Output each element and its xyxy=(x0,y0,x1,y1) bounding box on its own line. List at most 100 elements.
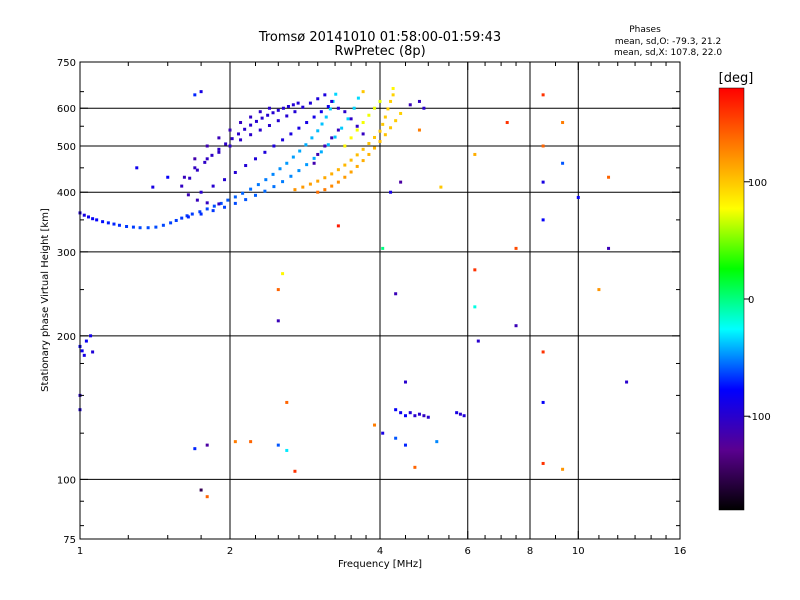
scatter-point xyxy=(285,448,289,452)
scatter-point xyxy=(253,193,257,197)
scatter-point xyxy=(89,334,93,338)
scatter-point xyxy=(86,215,90,219)
scatter-point xyxy=(561,467,565,471)
scatter-point xyxy=(267,106,271,110)
scatter-point xyxy=(291,155,295,159)
scatter-point xyxy=(112,222,116,226)
scatter-point xyxy=(505,121,509,125)
scatter-point xyxy=(391,93,395,97)
x-tick-label: 6 xyxy=(465,546,471,557)
scatter-point xyxy=(403,380,407,384)
scatter-point xyxy=(316,179,320,183)
scatter-point xyxy=(361,147,365,151)
colorbar-ticks: -100 0 100 xyxy=(744,178,771,423)
y-tick-label: 75 xyxy=(63,535,76,546)
scatter-point xyxy=(212,204,216,208)
scatter-point xyxy=(389,190,393,194)
scatter-point xyxy=(249,187,253,191)
scatter-point xyxy=(367,142,371,146)
colorbar-tick-label: 0 xyxy=(748,295,754,306)
scatter-point xyxy=(193,166,197,170)
scatter-point xyxy=(244,164,248,168)
scatter-point xyxy=(389,126,393,130)
scatter-point xyxy=(346,117,350,121)
scatter-point xyxy=(166,175,170,179)
x-tick-label: 10 xyxy=(572,546,585,557)
x-tick-label: 8 xyxy=(527,546,533,557)
scatter-point xyxy=(312,156,316,160)
scatter-point xyxy=(439,185,443,189)
scatter-point xyxy=(541,400,545,404)
x-axis-ticks: 1 2 4 6 8 10 16 xyxy=(77,62,687,557)
scatter-point xyxy=(260,116,264,120)
x-axis-label: Frequency [MHz] xyxy=(338,559,422,570)
scatter-point xyxy=(125,224,129,228)
scatter-point xyxy=(223,178,227,182)
scatter-point xyxy=(182,175,186,179)
scatter-point xyxy=(199,190,203,194)
scatter-point xyxy=(316,97,320,101)
scatter-point xyxy=(408,411,412,415)
scatter-point xyxy=(399,111,403,115)
scatter-point xyxy=(117,223,121,227)
scatter-point xyxy=(308,101,312,105)
scatter-point xyxy=(174,218,178,222)
scatter-point xyxy=(289,132,293,136)
scatter-point xyxy=(226,198,230,202)
scatter-point xyxy=(272,185,276,189)
scatter-point xyxy=(301,185,305,189)
scatter-point xyxy=(541,144,545,148)
scatter-point xyxy=(361,132,365,136)
scatter-point xyxy=(281,138,285,142)
scatter-point xyxy=(381,246,385,250)
scatter-point xyxy=(514,246,518,250)
scatter-point xyxy=(195,168,199,172)
scatter-point xyxy=(281,106,285,110)
scatter-point xyxy=(276,443,280,447)
scatter-point xyxy=(193,157,197,161)
y-tick-label: 300 xyxy=(57,248,76,259)
scatter-point xyxy=(297,169,301,173)
scatter-point xyxy=(312,115,316,119)
scatter-point xyxy=(151,185,155,189)
scatter-point xyxy=(271,111,275,115)
x-tick-label: 16 xyxy=(674,546,687,557)
y-tick-label: 750 xyxy=(57,58,76,69)
scatter-point xyxy=(276,288,280,292)
scatter-point xyxy=(161,223,165,227)
y-axis-label: Stationary phase Virtual Height [km] xyxy=(40,208,51,392)
scatter-point xyxy=(285,400,289,404)
scatter-point xyxy=(349,117,353,121)
scatter-point xyxy=(186,193,190,197)
scatter-point xyxy=(373,106,377,110)
scatter-point xyxy=(210,153,214,157)
scatter-point xyxy=(373,135,377,139)
scatter-point xyxy=(199,90,203,94)
scatter-point xyxy=(336,180,340,184)
y-tick-label: 500 xyxy=(57,142,76,153)
scatter-point xyxy=(205,495,209,499)
legend-title: Phases xyxy=(629,25,661,35)
scatter-point xyxy=(383,115,387,119)
scatter-point xyxy=(205,443,209,447)
scatter-point xyxy=(256,183,260,187)
scatter-point xyxy=(403,443,407,447)
scatter-point xyxy=(361,90,365,94)
colorbar-label: [deg] xyxy=(719,71,754,86)
scatter-point xyxy=(349,136,353,140)
scatter-point xyxy=(541,180,545,184)
scatter-point xyxy=(310,136,314,140)
scatter-point xyxy=(607,246,611,250)
scatter-point xyxy=(243,127,247,131)
scatter-point xyxy=(541,350,545,354)
scatter-point xyxy=(266,113,270,117)
scatter-point xyxy=(326,105,330,109)
scatter-point xyxy=(244,198,248,202)
scatter-point xyxy=(198,210,202,214)
scatter-point xyxy=(361,159,365,163)
scatter-point xyxy=(217,202,221,206)
scatter-point xyxy=(597,288,601,292)
scatter-point xyxy=(316,129,320,133)
